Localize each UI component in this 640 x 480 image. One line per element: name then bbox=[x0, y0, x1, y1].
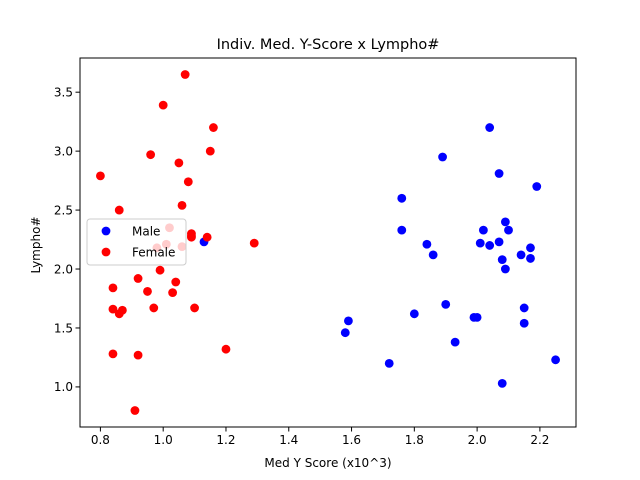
data-point-male bbox=[441, 299, 451, 309]
x-tick-label: 2.0 bbox=[468, 433, 487, 447]
data-point-male bbox=[472, 312, 482, 322]
data-point-female bbox=[130, 406, 140, 415]
x-tick-label: 1.4 bbox=[279, 433, 298, 447]
data-point-male bbox=[526, 254, 535, 263]
data-point-female bbox=[202, 232, 212, 242]
data-point-male bbox=[497, 378, 507, 388]
data-point-male bbox=[519, 303, 529, 313]
data-point-male bbox=[409, 309, 419, 319]
data-point-female bbox=[174, 158, 184, 168]
data-point-male bbox=[438, 152, 447, 162]
y-tick-label: 3.5 bbox=[54, 85, 73, 99]
y-tick-label: 1.0 bbox=[54, 380, 73, 394]
data-point-male bbox=[340, 328, 350, 338]
data-point-female bbox=[205, 146, 215, 156]
data-point-male bbox=[475, 238, 485, 248]
data-point-female bbox=[155, 265, 165, 275]
data-point-female bbox=[168, 288, 178, 297]
data-point-male bbox=[485, 123, 495, 132]
data-point-male bbox=[500, 264, 510, 274]
plot-frame bbox=[79, 57, 577, 428]
data-point-male bbox=[504, 225, 513, 235]
data-point-female bbox=[158, 100, 168, 110]
data-point-male bbox=[384, 358, 394, 368]
data-point-male bbox=[516, 250, 526, 260]
data-point-female bbox=[143, 287, 152, 296]
data-point-male bbox=[478, 225, 488, 235]
data-point-male bbox=[526, 243, 535, 253]
y-tick-label: 1.5 bbox=[54, 321, 73, 335]
data-point-female bbox=[96, 171, 105, 181]
data-point-male bbox=[422, 239, 432, 249]
y-tick-label: 3.0 bbox=[54, 144, 73, 158]
data-point-female bbox=[177, 200, 187, 210]
data-point-female bbox=[149, 303, 159, 313]
data-point-male bbox=[450, 337, 460, 347]
legend: Male Female bbox=[86, 218, 187, 266]
data-point-male bbox=[497, 255, 507, 264]
data-point-male bbox=[485, 241, 495, 250]
data-point-female bbox=[133, 274, 143, 283]
data-point-female bbox=[187, 231, 196, 241]
x-axis-label: Med Y Score (x10^3) bbox=[264, 456, 391, 470]
data-point-female bbox=[114, 205, 124, 215]
legend-marker-female bbox=[101, 247, 111, 257]
data-point-male bbox=[500, 217, 510, 227]
data-point-female bbox=[108, 283, 118, 293]
data-point-male bbox=[532, 182, 542, 191]
data-point-female bbox=[108, 304, 118, 314]
data-point-male bbox=[494, 237, 504, 247]
legend-marker-male bbox=[101, 226, 111, 236]
series-male bbox=[199, 123, 560, 388]
y-tick-label: 2.5 bbox=[54, 203, 73, 217]
data-point-male bbox=[397, 193, 407, 203]
data-point-male bbox=[397, 225, 407, 235]
data-point-female bbox=[180, 70, 190, 79]
data-point-female bbox=[108, 349, 118, 359]
data-point-female bbox=[249, 238, 259, 248]
x-tick-label: 1.2 bbox=[216, 433, 235, 447]
legend-label-female: Female bbox=[132, 246, 175, 260]
data-point-female bbox=[183, 177, 193, 187]
y-tick-label: 2.0 bbox=[54, 262, 73, 276]
data-point-male bbox=[494, 169, 504, 178]
data-point-female bbox=[190, 303, 199, 313]
data-point-female bbox=[117, 305, 127, 315]
data-point-female bbox=[209, 123, 218, 132]
data-point-male bbox=[428, 250, 438, 260]
data-point-female bbox=[146, 150, 156, 160]
data-point-female bbox=[133, 350, 143, 360]
chart-title: Indiv. Med. Y-Score x Lympho# bbox=[217, 37, 440, 53]
data-point-female bbox=[171, 277, 181, 287]
data-point-male bbox=[551, 355, 560, 365]
data-point-male bbox=[519, 318, 529, 328]
y-axis-label: Lympho# bbox=[29, 217, 43, 274]
x-tick-label: 0.8 bbox=[91, 433, 110, 447]
data-point-female bbox=[221, 344, 231, 354]
plot-area: 0.8 1.0 1.2 1.4 1.6 1.8 2.0 2.2 1.0 1.5 2.0 2.5 3.0 3… bbox=[54, 57, 577, 447]
x-tick-label: 2.2 bbox=[530, 433, 549, 447]
data-point-male bbox=[344, 316, 353, 326]
legend-box bbox=[86, 218, 187, 266]
x-tick-label: 1.8 bbox=[405, 433, 424, 447]
x-tick-label: 1.0 bbox=[154, 433, 173, 447]
x-tick-label: 1.6 bbox=[342, 433, 361, 447]
legend-label-male: Male bbox=[132, 225, 160, 239]
